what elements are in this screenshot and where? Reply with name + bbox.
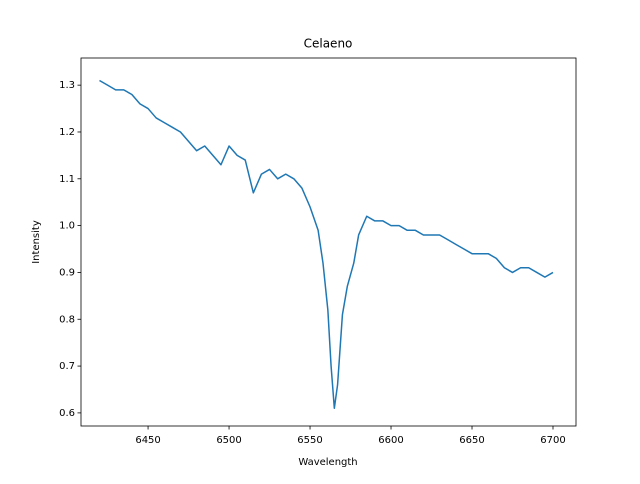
- x-tick-label: 6500: [216, 435, 241, 446]
- x-axis-label: Wavelength: [298, 457, 357, 468]
- y-axis-label: Intensity: [31, 220, 42, 264]
- chart-title: Celaeno: [304, 37, 353, 51]
- x-tick-label: 6600: [378, 435, 403, 446]
- y-tick-label: 1.2: [59, 127, 75, 138]
- y-tick-label: 1.0: [59, 221, 75, 232]
- x-tick-label: 6700: [540, 435, 565, 446]
- y-tick-label: 0.7: [59, 361, 75, 372]
- y-tick-label: 0.6: [59, 408, 75, 419]
- y-tick-label: 1.3: [59, 80, 75, 91]
- plot-frame: [80, 57, 577, 427]
- x-tick-label: 6550: [297, 435, 322, 446]
- x-tick-label: 6450: [135, 435, 160, 446]
- y-tick-label: 1.1: [59, 174, 75, 185]
- data-line: [99, 79, 554, 409]
- y-tick-label: 0.8: [59, 314, 75, 325]
- y-tick-label: 0.9: [59, 267, 75, 278]
- x-tick-label: 6650: [459, 435, 484, 446]
